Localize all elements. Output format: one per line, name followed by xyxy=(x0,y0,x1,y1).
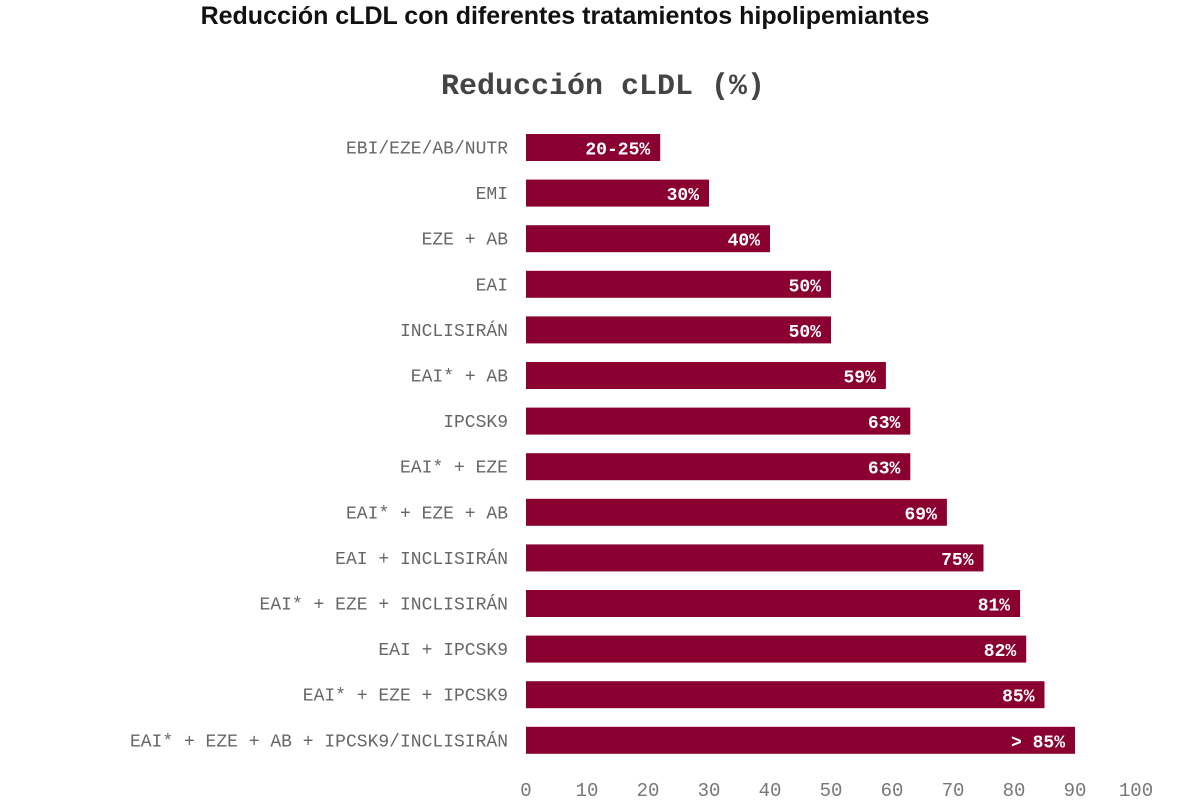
bar-data-label: 85% xyxy=(1002,688,1035,708)
bar-data-label: 50% xyxy=(789,277,822,297)
category-labels: EBI/EZE/AB/NUTR EMI EZE + AB EAI INCLISIRÁN E… xyxy=(130,140,508,753)
category-label: INCLISIRÁN xyxy=(400,320,508,342)
bar-data-label: 81% xyxy=(978,597,1011,617)
category-label: EAI* + EZE + IPCSK9 xyxy=(303,687,508,707)
bar-data-label: 50% xyxy=(789,323,822,343)
bar-data-label: 63% xyxy=(868,460,901,480)
category-label: EAI* + EZE xyxy=(400,459,508,479)
bar xyxy=(526,498,947,526)
x-tick-label: 100 xyxy=(1119,780,1153,802)
x-tick-label: 70 xyxy=(942,780,965,802)
bar-data-label: 82% xyxy=(984,642,1017,662)
bar xyxy=(526,635,1027,663)
x-tick-label: 90 xyxy=(1064,780,1087,802)
chart-title: Reducción cLDL (%) xyxy=(441,70,765,104)
data-labels: 20-25% 30% 40% 50% 50% 59% 63% 63% 69% 75% 81% 82% 8… xyxy=(585,141,1065,754)
bar xyxy=(526,362,886,389)
bar xyxy=(526,225,770,253)
category-label: IPCSK9 xyxy=(443,413,508,433)
bar xyxy=(526,590,1021,617)
bar-data-label: 63% xyxy=(868,414,901,434)
x-tick-label: 20 xyxy=(637,780,660,802)
bar xyxy=(526,544,984,572)
bar xyxy=(526,407,911,435)
x-axis-ticks: 0 10 20 30 40 50 60 70 80 90 100 xyxy=(520,780,1153,802)
category-label: EZE + AB xyxy=(422,231,509,251)
x-tick-label: 80 xyxy=(1003,780,1026,802)
bar-data-label: > 85% xyxy=(1011,733,1065,753)
bars-group xyxy=(526,134,1075,754)
x-tick-label: 10 xyxy=(576,780,599,802)
bar-data-label: 69% xyxy=(904,505,937,525)
x-tick-label: 0 xyxy=(520,780,531,802)
category-label: EAI* + EZE + AB xyxy=(346,504,508,524)
bar xyxy=(526,270,831,298)
category-label: EAI* + EZE + AB + IPCSK9/INCLISIRÁN xyxy=(130,730,508,752)
category-label: EAI + IPCSK9 xyxy=(378,641,508,661)
bar-data-label: 20-25% xyxy=(585,141,650,161)
bar xyxy=(526,453,911,481)
x-tick-label: 30 xyxy=(698,780,721,802)
bar xyxy=(526,179,709,207)
category-label: EAI* + AB xyxy=(411,368,508,388)
category-label: EAI + INCLISIRÁN xyxy=(335,548,508,570)
bar xyxy=(526,134,661,161)
category-label: EBI/EZE/AB/NUTR xyxy=(346,140,508,160)
x-tick-label: 50 xyxy=(820,780,843,802)
bar xyxy=(526,316,831,344)
bar xyxy=(526,726,1075,754)
category-label: EAI xyxy=(476,276,508,296)
page-title: Reducción cLDL con diferentes tratamient… xyxy=(200,2,930,30)
bar-data-label: 40% xyxy=(728,232,761,252)
category-label: EAI* + EZE + INCLISIRÁN xyxy=(260,594,508,616)
bar-data-label: 30% xyxy=(667,186,700,206)
x-tick-label: 60 xyxy=(881,780,904,802)
category-label: EMI xyxy=(476,185,508,205)
x-tick-label: 40 xyxy=(759,780,782,802)
bar xyxy=(526,681,1045,709)
bar-data-label: 59% xyxy=(843,369,876,389)
bar-data-label: 75% xyxy=(941,551,974,571)
